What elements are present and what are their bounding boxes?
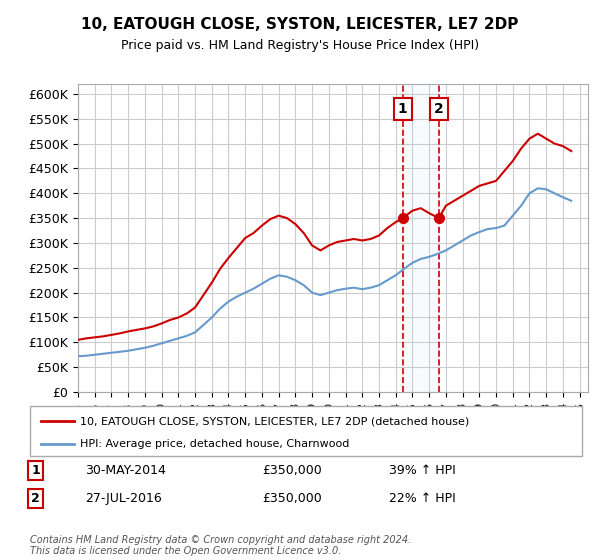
Text: HPI: Average price, detached house, Charnwood: HPI: Average price, detached house, Char… bbox=[80, 439, 349, 449]
Text: 1: 1 bbox=[31, 464, 40, 477]
Bar bbox=[403, 84, 439, 392]
Text: 1: 1 bbox=[398, 102, 407, 116]
Text: 39% ↑ HPI: 39% ↑ HPI bbox=[389, 464, 455, 477]
Text: £350,000: £350,000 bbox=[262, 464, 322, 477]
Text: Contains HM Land Registry data © Crown copyright and database right 2024.
This d: Contains HM Land Registry data © Crown c… bbox=[30, 535, 411, 557]
Text: Price paid vs. HM Land Registry's House Price Index (HPI): Price paid vs. HM Land Registry's House … bbox=[121, 39, 479, 52]
Text: 2: 2 bbox=[31, 492, 40, 505]
Text: 2: 2 bbox=[434, 102, 444, 116]
Text: 10, EATOUGH CLOSE, SYSTON, LEICESTER, LE7 2DP (detached house): 10, EATOUGH CLOSE, SYSTON, LEICESTER, LE… bbox=[80, 416, 469, 426]
Text: 10, EATOUGH CLOSE, SYSTON, LEICESTER, LE7 2DP: 10, EATOUGH CLOSE, SYSTON, LEICESTER, LE… bbox=[82, 17, 518, 32]
FancyBboxPatch shape bbox=[30, 406, 582, 456]
Text: 27-JUL-2016: 27-JUL-2016 bbox=[85, 492, 162, 505]
Text: 30-MAY-2014: 30-MAY-2014 bbox=[85, 464, 166, 477]
Text: £350,000: £350,000 bbox=[262, 492, 322, 505]
Text: 22% ↑ HPI: 22% ↑ HPI bbox=[389, 492, 455, 505]
